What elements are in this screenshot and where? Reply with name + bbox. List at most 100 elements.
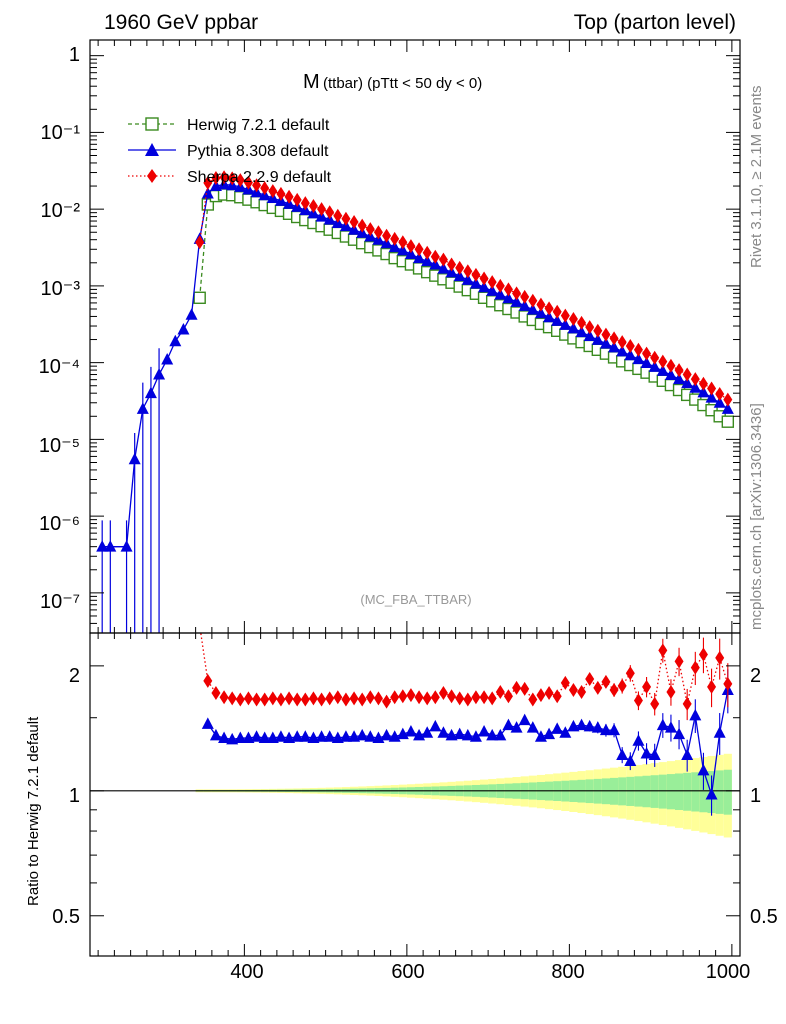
legend-entry-pythia: Pythia 8.308 default [128,143,329,160]
ratio-point-sherpa [585,671,595,686]
main-point-sherpa [235,173,245,188]
main-point-pythia [478,280,491,293]
main-ytick-label-1e-7: 10⁻⁷ [40,591,80,613]
ratio-point-sherpa [617,678,627,693]
ratio-point-sherpa [682,696,692,711]
ratio-point-sherpa [447,689,457,704]
ratio-point-sherpa [560,675,570,690]
ratio-point-pythia [599,723,612,736]
ratio-point-sherpa [227,691,237,706]
main-point-pythia [640,356,653,368]
ratio-point-sherpa [268,691,278,706]
main-point-sherpa [243,175,253,190]
main-ytick-label-1e-4: 10⁻⁴ [39,356,80,378]
main-point-pythia [201,186,214,199]
ratio-point-sherpa [333,690,343,705]
ratio-point-sherpa [528,692,538,707]
main-point-pythia [153,368,166,380]
ratio-point-pythia [486,728,499,741]
main-point-pythia [185,308,198,320]
ratio-point-sherpa [317,692,327,707]
main-point-sherpa [593,323,603,338]
legend: Herwig 7.2.1 default Pythia 8.308 defaul… [128,117,332,186]
xtick-label-1000: 1000 [706,961,751,983]
ratio-point-pythia [478,724,491,737]
main-point-sherpa [544,301,554,316]
ratio-ytick-label-1: 1 [69,785,80,807]
main-point-pythia [681,376,694,389]
main-point-sherpa [365,222,375,237]
ratio-point-sherpa [577,685,587,700]
ratio-point-sherpa [471,690,481,705]
ratio-point-sherpa [487,691,497,706]
main-point-sherpa [300,196,310,211]
ratio-point-pythia [461,728,474,741]
main-point-sherpa [601,327,611,342]
ratio-point-sherpa [341,692,351,707]
ratio-point-pythia [258,731,271,744]
main-point-sherpa [715,387,725,402]
ratio-point-sherpa [690,660,700,675]
ratio-point-sherpa [260,692,270,707]
main-point-sherpa [203,175,213,190]
main-point-sherpa [406,239,416,254]
ratio-point-sherpa [382,694,392,709]
ratio-point-sherpa [373,691,383,706]
ratio-point-sherpa [406,688,416,703]
main-point-sherpa [723,392,733,407]
ratio-panel-frame [89,632,741,957]
main-point-pythia [388,240,401,253]
main-point-sherpa [227,171,237,186]
ratio-point-pythia [315,730,328,742]
ratio-point-pythia [339,730,352,742]
ratio-point-sherpa [593,680,603,695]
ratio-ytick-label-1-right: 1 [750,785,761,807]
ratio-point-sherpa [398,689,408,704]
ratio-point-sherpa [430,690,440,705]
ratio-point-pythia [559,726,572,738]
ratio-axis-label: Ratio to Herwig 7.2.1 default [25,716,42,906]
ratio-point-sherpa [715,650,725,665]
legend-label-pythia: Pythia 8.308 default [187,143,329,160]
main-ytick-label-0p1: 10⁻¹ [41,122,81,144]
main-point-pythia [567,321,580,334]
ratio-point-pythia [648,748,661,760]
main-point-pythia [136,402,149,414]
ratio-point-pythia [551,722,564,734]
main-point-pythia [469,277,482,289]
ratio-point-sherpa [211,686,221,701]
ratio-point-pythia [640,747,653,759]
main-point-pythia [534,306,547,319]
main-point-sherpa [625,338,635,353]
main-point-pythia [461,273,474,285]
ratio-point-pythia [356,728,369,741]
ratio-point-pythia [234,731,247,744]
ratio-point-sherpa [520,681,530,696]
ratio-point-pythia [697,763,710,776]
main-point-sherpa [528,293,538,308]
ratio-point-sherpa [455,691,465,706]
main-point-pythia [648,360,661,372]
ratio-point-pythia [616,748,629,760]
main-point-pythia [673,372,686,385]
ratio-point-sherpa [658,643,668,658]
ratio-band-inner-bin [683,772,692,811]
ratio-band-inner-bin [650,775,659,808]
main-point-sherpa [195,235,205,250]
ratio-point-pythia [510,721,523,733]
main-point-sherpa [373,225,383,240]
ratio-point-sherpa [552,689,562,704]
ratio-band-inner-bin [642,775,651,808]
main-point-pythia [396,243,409,256]
main-point-pythia [494,288,507,300]
ratio-point-pythia [608,723,621,736]
legend-marker-sherpa [147,169,157,183]
main-point-sherpa [430,249,440,264]
main-point-pythia [177,323,190,335]
main-point-sherpa [422,245,432,260]
ratio-point-pythia [437,726,450,738]
ratio-point-pythia [681,748,694,760]
main-point-pythia [429,258,442,270]
main-point-pythia [551,314,564,326]
main-ytick-label-1: 1 [69,44,80,66]
